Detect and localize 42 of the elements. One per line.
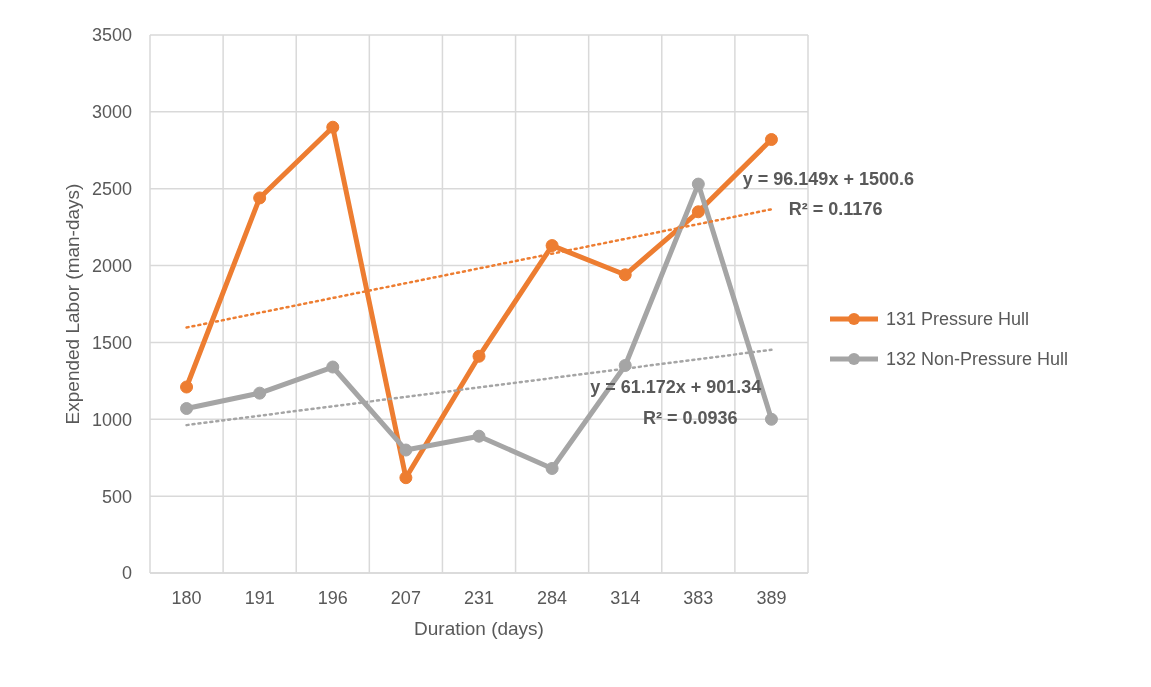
point [691,205,705,219]
point [180,402,194,416]
point [618,358,632,372]
x-tick-label: 191 [244,587,275,608]
point [472,349,486,363]
x-tick-label: 383 [683,587,714,608]
point [399,443,413,457]
point [180,380,194,394]
y-tick-label: 1000 [91,409,132,430]
point [253,386,267,400]
x-tick-label: 389 [756,587,787,608]
point [764,412,778,426]
annotation: y = 96.149x + 1500.6 [742,168,914,190]
annotation: R² = 0.0936 [642,407,738,429]
x-tick-label: 180 [171,587,202,608]
legend-label: 132 Non-Pressure Hull [886,348,1069,370]
point [691,177,705,191]
legend-label: 131 Pressure Hull [886,308,1030,330]
y-tick-label: 2000 [91,255,132,276]
point [545,461,559,475]
y-tick-label: 500 [101,486,132,507]
point [253,191,267,205]
y-tick-label: 2500 [91,179,132,200]
point [618,268,632,282]
point [326,120,340,134]
x-tick-label: 196 [317,587,348,608]
x-tick-label: 284 [537,587,568,608]
x-tick-label: 231 [463,587,495,608]
x-tick-label: 314 [610,587,641,608]
point [545,239,559,253]
y-tick-label: 1500 [91,332,132,353]
point [764,133,778,147]
y-tick-label: 3500 [91,25,132,46]
y-tick-label: 3000 [91,102,132,123]
annotation: R² = 0.1176 [788,198,883,220]
point [399,471,413,485]
x-axis-title: Duration (days) [414,618,544,639]
point [472,429,486,443]
x-tick-label: 207 [390,587,421,608]
y-tick-label: 0 [121,563,132,584]
y-axis-title: Expended Labor (man-days) [61,183,83,425]
point [326,360,340,374]
